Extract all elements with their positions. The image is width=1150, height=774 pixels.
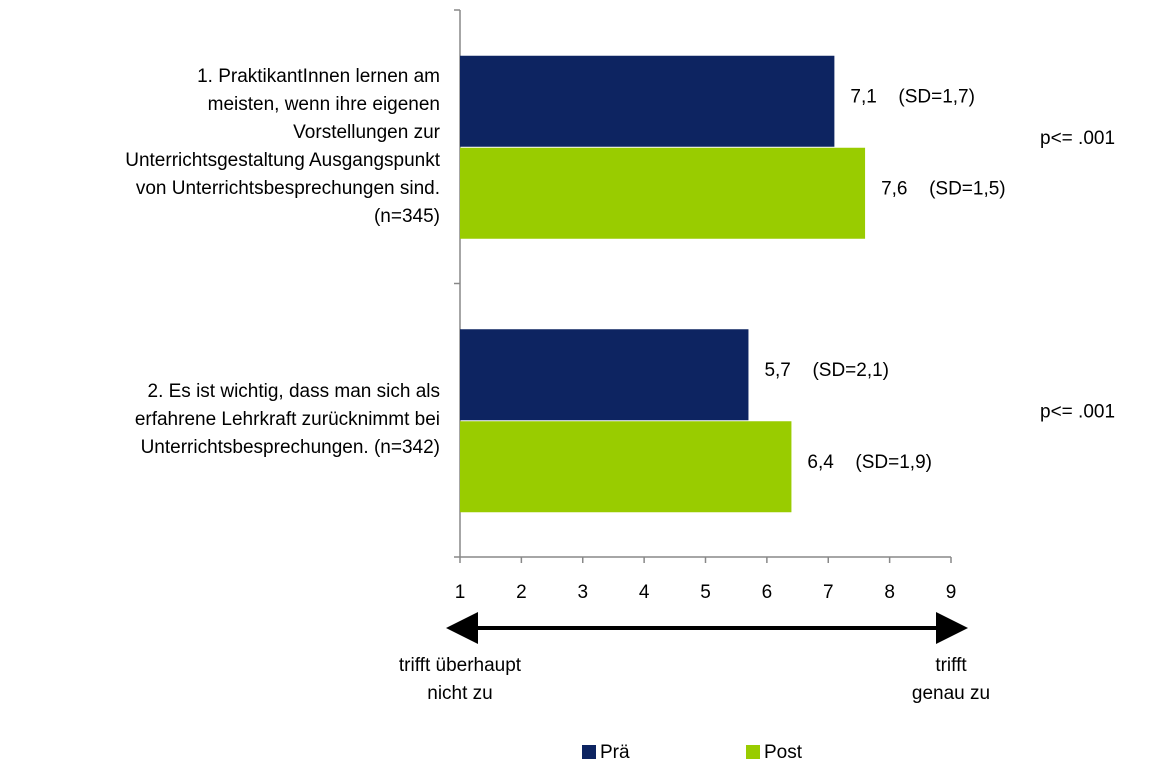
- x-tick-label: 9: [946, 582, 957, 603]
- scale-label-high: trifft genau zu: [911, 655, 991, 704]
- sd-label: (SD=2,1): [812, 360, 889, 381]
- x-tick-label: 2: [516, 582, 527, 603]
- value-label: 7,1: [850, 86, 876, 107]
- scale-label-low: trifft überhaupt nicht zu: [398, 655, 522, 704]
- bar: [460, 421, 792, 513]
- x-tick-label: 5: [700, 582, 711, 603]
- value-label: 5,7: [764, 360, 790, 381]
- category-label: 2. Es ist wichtig, dass man sich als erf…: [134, 381, 440, 459]
- x-tick-label: 3: [577, 582, 588, 603]
- category-label: 1. PraktikantInnen lernen am meisten, we…: [125, 65, 440, 227]
- sd-label: (SD=1,9): [855, 452, 932, 473]
- x-tick-label: 8: [884, 582, 895, 603]
- legend-label: Post: [764, 742, 803, 763]
- x-tick-label: 6: [762, 582, 773, 603]
- x-tick-label: 1: [455, 582, 466, 603]
- value-label: 7,6: [881, 178, 907, 199]
- bar: [460, 55, 835, 147]
- p-label: p<= .001: [1040, 401, 1115, 422]
- sd-label: (SD=1,7): [898, 86, 975, 107]
- x-tick-label: 4: [639, 582, 650, 603]
- sd-label: (SD=1,5): [929, 178, 1006, 199]
- legend-label: Prä: [600, 742, 630, 763]
- value-label: 6,4: [807, 452, 834, 473]
- bar: [460, 329, 749, 421]
- legend-swatch: [582, 745, 596, 759]
- legend-swatch: [746, 745, 760, 759]
- p-label: p<= .001: [1040, 128, 1115, 149]
- x-tick-label: 7: [823, 582, 834, 603]
- bar: [460, 147, 866, 239]
